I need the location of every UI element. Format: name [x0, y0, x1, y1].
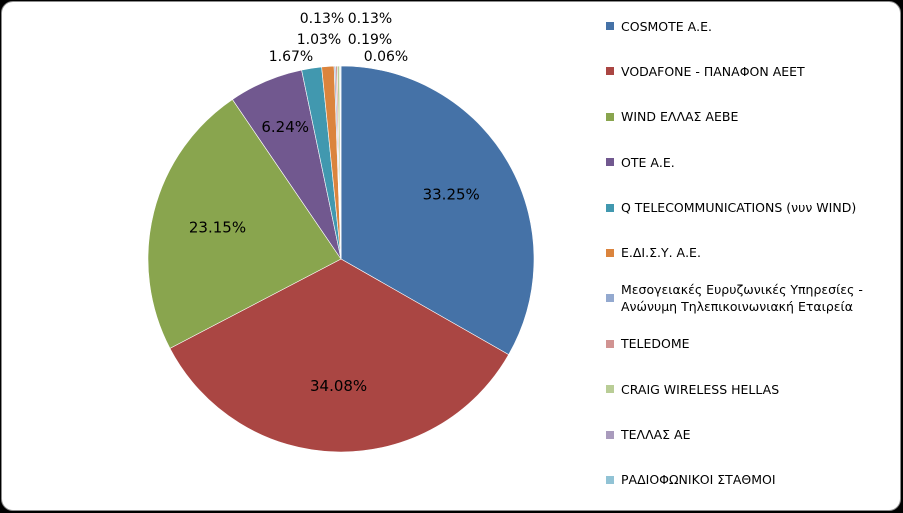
legend-label: ΟΤΕ Α.Ε. [621, 154, 675, 170]
pie-slice-10 [339, 65, 342, 260]
legend-label: CRAIG WIRELESS HELLAS [621, 381, 780, 397]
legend-label: WIND ΕΛΛΑΣ ΑΕΒΕ [621, 109, 739, 125]
legend-swatch [606, 248, 614, 257]
pie-slice-1 [169, 258, 510, 453]
legend-item-ote: ΟΤΕ Α.Ε. [606, 144, 896, 180]
data-label-item: 0.13% [300, 11, 344, 27]
data-label-wind: 23.15% [189, 219, 246, 237]
pie-slice-0 [340, 65, 535, 356]
legend-swatch [606, 158, 614, 167]
legend-item-vodafone: VODAFONE - ΠΑΝΑΦΟΝ ΑΕΕΤ [606, 53, 896, 89]
legend-label: TELEDOME [621, 336, 690, 352]
legend-label: ΤΕΛΛΑΣ ΑΕ [621, 427, 691, 443]
data-label-craig-wireless-hellas: 0.19% [348, 32, 392, 48]
legend-item-cosmote: COSMOTE Α.Ε. [606, 8, 896, 44]
data-label-item: 6.24% [261, 118, 309, 136]
legend-item-craig: CRAIG WIRELESS HELLAS [606, 371, 896, 407]
chart-legend: COSMOTE Α.Ε. VODAFONE - ΠΑΝΑΦΟΝ ΑΕΕΤ WIN… [606, 8, 896, 498]
legend-item-wind: WIND ΕΛΛΑΣ ΑΕΒΕ [606, 99, 896, 135]
legend-swatch [606, 430, 614, 439]
pie-chart: 33.25%34.08%23.15%6.24%1.67%1.03%0.13% 0.… [147, 11, 535, 453]
legend-swatch [606, 22, 614, 30]
legend-label: VODAFONE - ΠΑΝΑΦΟΝ ΑΕΕΤ [621, 63, 805, 79]
data-label-cosmote: 33.25% [423, 186, 480, 204]
legend-swatch [606, 339, 614, 348]
data-label-item: 1.03% [297, 32, 341, 48]
legend-swatch [606, 203, 614, 212]
legend-item-radio: ΡΑΔΙΟΦΩΝΙΚΟΙ ΣΤΑΘΜΟΙ [606, 462, 896, 498]
legend-swatch [606, 112, 614, 121]
legend-label: Q TELECOMMUNICATIONS (νυν WIND) [621, 200, 857, 216]
legend-item-teledome: TELEDOME [606, 326, 896, 362]
legend-swatch [606, 475, 614, 484]
legend-swatch [606, 294, 614, 303]
legend-label: COSMOTE Α.Ε. [621, 18, 713, 34]
legend-item-edisy: Ε.ΔΙ.Σ.Υ. Α.Ε. [606, 235, 896, 271]
data-label-teledome: 0.13% [348, 11, 392, 27]
legend-item-mesogeiakes: Μεσογειακές Ευρυζωνικές Υπηρεσίες - Ανών… [606, 280, 896, 316]
data-label-item: 0.06% [364, 49, 408, 65]
data-label-vodafone: 34.08% [310, 377, 367, 395]
legend-item-tellas: ΤΕΛΛΑΣ ΑΕ [606, 417, 896, 453]
data-label-q-telecommunications-wind: 1.67% [269, 49, 313, 65]
legend-item-q-telecom: Q TELECOMMUNICATIONS (νυν WIND) [606, 190, 896, 226]
legend-swatch [606, 67, 614, 76]
legend-label: Ε.ΔΙ.Σ.Υ. Α.Ε. [621, 245, 701, 261]
legend-label: ΡΑΔΙΟΦΩΝΙΚΟΙ ΣΤΑΘΜΟΙ [621, 472, 776, 488]
legend-swatch [606, 385, 614, 394]
legend-label: Μεσογειακές Ευρυζωνικές Υπηρεσίες - Ανών… [621, 282, 863, 315]
pie-slice-2 [147, 99, 342, 349]
